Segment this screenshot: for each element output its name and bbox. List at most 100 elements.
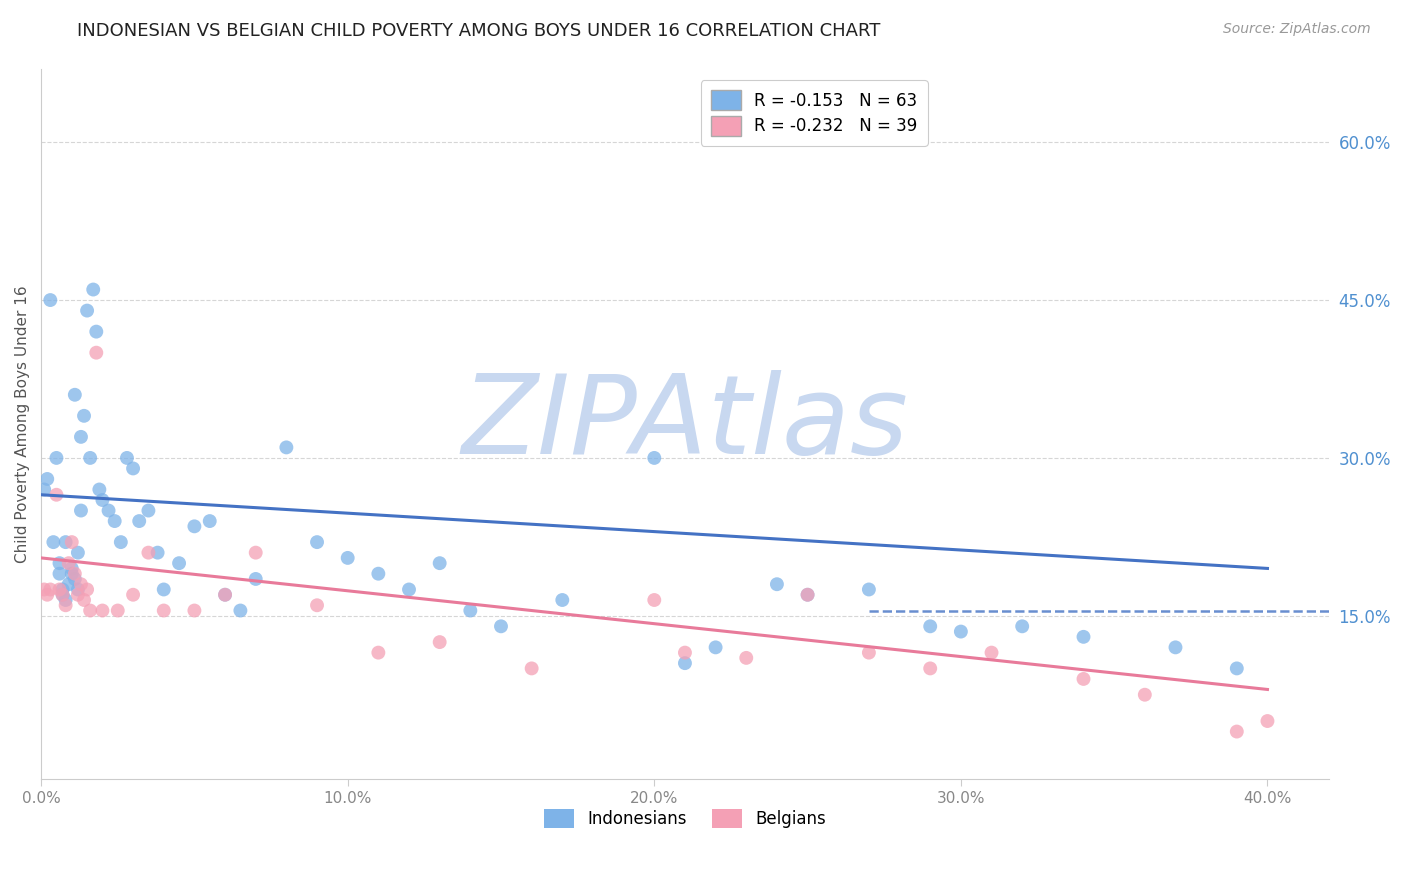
Point [336, 550, 359, 565]
Point [52, 582, 75, 597]
Point [245, 572, 267, 586]
Point [367, 646, 389, 660]
Text: INDONESIAN VS BELGIAN CHILD POVERTY AMONG BOYS UNDER 16 CORRELATION CHART: INDONESIAN VS BELGIAN CHILD POVERTY AMON… [77, 22, 880, 40]
Point [1011, 619, 1033, 633]
Point [32, 582, 55, 597]
Point [460, 603, 482, 617]
Point [110, 535, 132, 549]
Point [52, 588, 75, 602]
Point [66, 588, 89, 602]
Point [551, 593, 574, 607]
Point [76, 303, 98, 318]
Point [183, 603, 205, 617]
Point [183, 519, 205, 533]
Point [198, 514, 221, 528]
Point [42, 535, 65, 549]
Y-axis label: Child Poverty Among Boys Under 16: Child Poverty Among Boys Under 16 [15, 285, 30, 563]
Point [70, 430, 93, 444]
Point [58, 556, 80, 570]
Point [704, 640, 727, 655]
Point [60, 535, 83, 549]
Point [643, 593, 665, 607]
Point [79, 603, 101, 617]
Point [84, 345, 107, 359]
Point [489, 619, 512, 633]
Point [39, 582, 62, 597]
Point [32, 483, 55, 497]
Point [152, 603, 174, 617]
Point [673, 656, 696, 670]
Point [214, 588, 236, 602]
Point [980, 646, 1002, 660]
Point [55, 535, 77, 549]
Point [1073, 630, 1095, 644]
Point [920, 619, 942, 633]
Point [1164, 640, 1187, 655]
Point [146, 546, 169, 560]
Point [63, 572, 86, 586]
Point [91, 493, 114, 508]
Point [76, 582, 98, 597]
Point [104, 514, 127, 528]
Point [673, 646, 696, 660]
Point [167, 556, 190, 570]
Point [60, 561, 83, 575]
Point [37, 472, 59, 486]
Point [305, 599, 328, 613]
Point [55, 593, 77, 607]
Point [796, 588, 818, 602]
Point [152, 582, 174, 597]
Point [84, 325, 107, 339]
Point [91, 603, 114, 617]
Point [70, 503, 93, 517]
Point [48, 556, 70, 570]
Point [48, 566, 70, 581]
Point [229, 603, 252, 617]
Point [63, 566, 86, 581]
Point [66, 546, 89, 560]
Point [115, 450, 138, 465]
Point [122, 461, 145, 475]
Point [138, 546, 160, 560]
Point [52, 588, 75, 602]
Point [60, 566, 83, 581]
Point [766, 577, 789, 591]
Point [214, 588, 236, 602]
Point [58, 577, 80, 591]
Point [79, 450, 101, 465]
Point [398, 582, 420, 597]
Point [73, 409, 96, 423]
Text: ZIPAtlas: ZIPAtlas [461, 370, 908, 477]
Point [276, 441, 298, 455]
Point [1133, 688, 1156, 702]
Point [429, 556, 451, 570]
Point [643, 450, 665, 465]
Point [1226, 724, 1249, 739]
Point [122, 588, 145, 602]
Point [1226, 661, 1249, 675]
Point [70, 577, 93, 591]
Point [367, 566, 389, 581]
Point [735, 651, 758, 665]
Point [1256, 714, 1278, 728]
Point [138, 503, 160, 517]
Point [63, 388, 86, 402]
Point [245, 546, 267, 560]
Point [520, 661, 543, 675]
Point [39, 293, 62, 307]
Point [45, 488, 67, 502]
Point [73, 593, 96, 607]
Point [82, 283, 104, 297]
Point [107, 603, 129, 617]
Point [66, 582, 89, 597]
Point [89, 483, 111, 497]
Point [920, 661, 942, 675]
Point [37, 588, 59, 602]
Point [1073, 672, 1095, 686]
Point [858, 646, 880, 660]
Point [949, 624, 972, 639]
Point [97, 503, 120, 517]
Legend: Indonesians, Belgians: Indonesians, Belgians [537, 802, 832, 835]
Point [429, 635, 451, 649]
Point [128, 514, 150, 528]
